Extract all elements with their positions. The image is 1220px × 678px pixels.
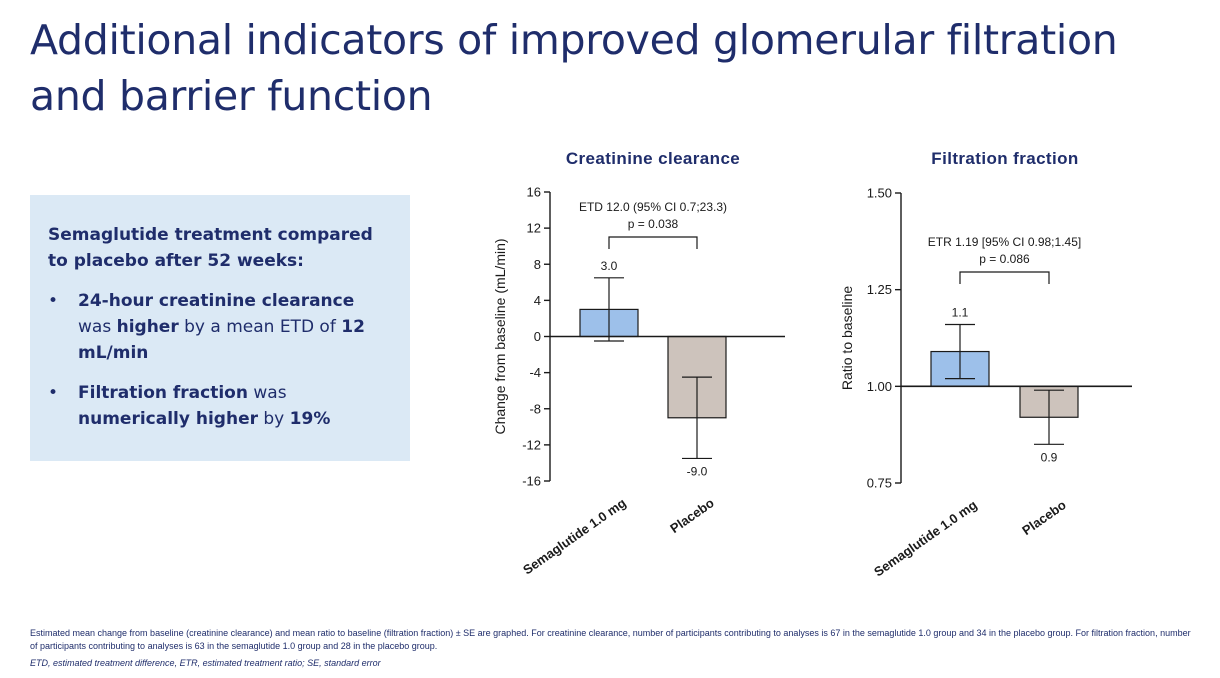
x-category-label: Placebo: [1019, 497, 1068, 538]
bullet-text-run: was: [78, 317, 117, 337]
y-tick-label: 0: [534, 329, 541, 344]
chart-title: Filtration fraction: [931, 149, 1078, 168]
filtration-fraction-svg: Filtration fraction Ratio to baseline 1.50…: [839, 149, 1132, 579]
y-axis-label: Ratio to baseline: [839, 286, 855, 391]
data-label: 0.9: [1041, 450, 1058, 464]
bullet-text-run: numerically higher: [78, 409, 258, 429]
bullet-creatinine: • 24-hour creatinine clearance was highe…: [48, 288, 392, 366]
y-tick-label: 8: [534, 257, 541, 272]
page-title: Additional indicators of improved glomer…: [30, 16, 1118, 120]
significance-bracket: [959, 271, 1050, 284]
annotation-treatment-difference: ETR 1.19 [95% CI 0.98;1.45]: [928, 235, 1081, 249]
bullet-text-run: was: [247, 383, 287, 403]
significance-bracket: [608, 236, 698, 249]
y-tick-label: 12: [527, 221, 541, 236]
y-tick-label: -12: [522, 437, 541, 452]
bullet-text-run: by a mean ETD of: [178, 317, 342, 337]
annotation-treatment-difference: ETD 12.0 (95% CI 0.7;23.3): [579, 200, 727, 214]
y-tick-label: 16: [527, 185, 541, 200]
bullet-text-run: 19%: [289, 409, 331, 429]
y-tick-label: -4: [529, 365, 541, 380]
annotation-p-value: p = 0.038: [628, 217, 679, 231]
data-label: -9.0: [687, 464, 708, 478]
summary-heading: Semaglutide treatment compared to placeb…: [48, 225, 373, 271]
annotation-p-value: p = 0.086: [979, 252, 1030, 266]
bullet-text-run: 24-hour creatinine clearance: [78, 291, 355, 311]
chart-title: Creatinine clearance: [566, 149, 740, 168]
filtration-fraction-chart: Filtration fraction Ratio to baseline 1.50…: [820, 140, 1150, 610]
data-label: 1.1: [952, 305, 969, 319]
y-tick-label: 1.25: [867, 282, 892, 297]
bullet-text-run: higher: [116, 317, 179, 337]
y-tick-label: 0.75: [867, 476, 892, 491]
bullet-filtration: • Filtration fraction was numerically hi…: [48, 380, 392, 432]
summary-bullets: • 24-hour creatinine clearance was highe…: [48, 288, 392, 432]
footnote: Estimated mean change from baseline (cre…: [30, 627, 1195, 670]
y-tick-label: -16: [522, 474, 541, 489]
y-tick-label: 4: [534, 293, 541, 308]
bullet-text-run: Filtration fraction: [78, 383, 248, 403]
bullet-dot: •: [48, 383, 59, 403]
data-label: 3.0: [601, 259, 618, 273]
summary-box: Semaglutide treatment compared to placeb…: [30, 195, 410, 461]
creatinine-clearance-svg: Creatinine clearance Change from baseline…: [492, 149, 785, 577]
abbreviations-text: ETD, estimated treatment difference, ETR…: [30, 658, 381, 668]
x-category-label: Semaglutide 1.0 mg: [520, 495, 629, 577]
y-tick-label: 1.00: [867, 379, 892, 394]
bullet-text-run: 12 mL/min: [78, 317, 365, 363]
y-tick-label: 1.50: [867, 186, 892, 201]
bullet-dot: •: [48, 291, 59, 311]
y-axis-label: Change from baseline (mL/min): [492, 238, 508, 434]
x-category-label: Placebo: [667, 495, 716, 536]
bullet-text-run: by: [257, 409, 290, 429]
y-tick-label: -8: [529, 401, 541, 416]
footnote-text: Estimated mean change from baseline (cre…: [30, 628, 1191, 651]
x-category-label: Semaglutide 1.0 mg: [871, 497, 980, 579]
creatinine-clearance-chart: Creatinine clearance Change from baseline…: [470, 140, 800, 610]
